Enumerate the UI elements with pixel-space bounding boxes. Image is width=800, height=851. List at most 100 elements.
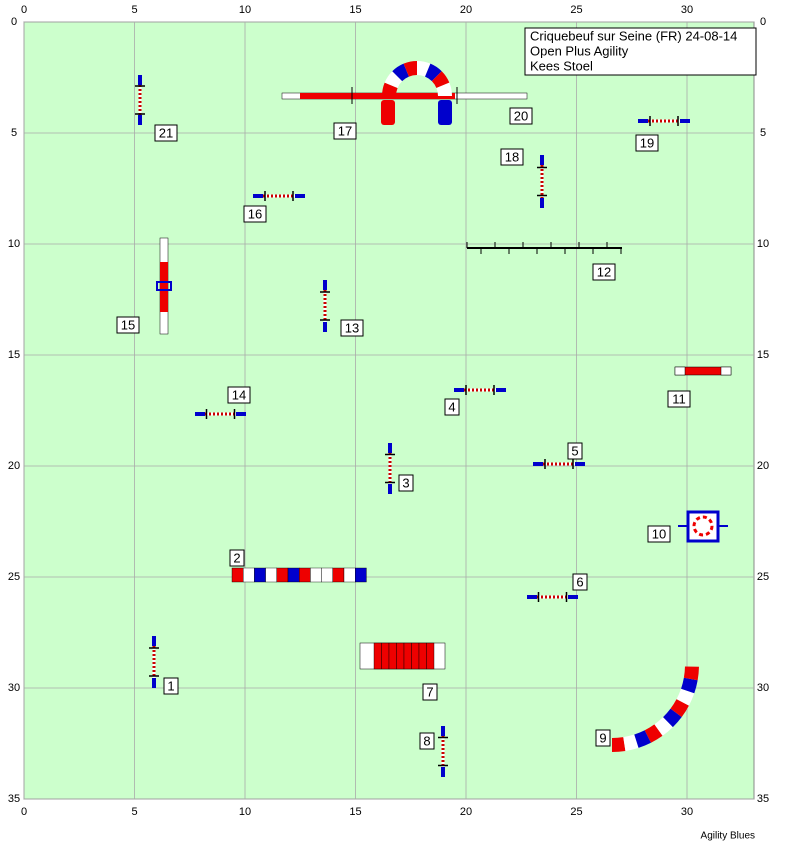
obstacle-number: 8 (423, 733, 430, 748)
obstacle-number: 18 (505, 149, 519, 164)
x-tick-label: 30 (681, 4, 693, 16)
y-tick-label: 20 (757, 460, 769, 472)
tunnel-leg (381, 100, 395, 125)
obstacle-number: 17 (338, 123, 352, 138)
tunnel-seg (683, 666, 699, 681)
obstacle-number: 13 (345, 320, 359, 335)
field (23, 21, 755, 800)
x-tick-label: 25 (570, 4, 582, 16)
tunnel-seg (384, 71, 403, 89)
obstacle-number: 21 (159, 125, 173, 140)
tunnel-seg (662, 708, 682, 728)
obstacle-number: 12 (597, 264, 611, 279)
number-box (340, 319, 364, 337)
obstacle-number: 7 (426, 684, 433, 699)
chute-seg (411, 642, 420, 670)
tunnel-seg (416, 61, 431, 77)
tunnel-seg (355, 567, 367, 583)
x-tick-label: 5 (131, 806, 137, 818)
y-tick-label: 35 (757, 793, 769, 805)
x-tick-label: 30 (681, 806, 693, 818)
tunnel-seg (287, 567, 300, 583)
number-box (163, 677, 179, 695)
number-box (243, 205, 267, 223)
tunnel-seg (681, 677, 698, 694)
plank (300, 93, 455, 99)
y-tick-label: 30 (757, 682, 769, 694)
number-box (154, 124, 178, 142)
tunnel-seg (403, 61, 418, 77)
header-line: Kees Stoel (530, 58, 593, 73)
obstacle-number: 10 (652, 526, 666, 541)
number-box (444, 398, 460, 416)
tunnel-seg (676, 688, 695, 706)
obstacle-number: 16 (248, 206, 262, 221)
obstacle-number: 19 (640, 135, 654, 150)
x-tick-label: 20 (460, 4, 472, 16)
obstacle-number: 2 (233, 550, 240, 565)
bar-end (720, 366, 732, 376)
number-box (509, 107, 533, 125)
tunnel-seg (321, 567, 334, 583)
number-box (635, 134, 659, 152)
number-box (422, 683, 438, 701)
tunnel-seg (332, 567, 345, 583)
tunnel-seg (424, 63, 442, 82)
y-tick-label: 25 (8, 571, 20, 583)
number-box (567, 442, 583, 460)
x-tick-label: 25 (570, 806, 582, 818)
obstacle-number: 1 (167, 678, 174, 693)
chute-seg (381, 642, 390, 670)
x-tick-label: 10 (239, 4, 251, 16)
x-tick-label: 20 (460, 806, 472, 818)
chute-seg (403, 642, 412, 670)
header-box (524, 27, 757, 76)
x-tick-label: 15 (349, 806, 361, 818)
y-tick-label: 20 (8, 460, 20, 472)
tunnel-seg (254, 567, 266, 583)
tunnel-seg (310, 567, 322, 583)
number-box (595, 729, 611, 747)
obstacle-number: 4 (448, 399, 455, 414)
obstacle-number: 3 (402, 475, 409, 490)
y-tick-label: 35 (8, 793, 20, 805)
number-box (572, 573, 588, 591)
chute-seg (426, 642, 435, 670)
tunnel-seg (431, 71, 450, 89)
obstacle-number: 20 (514, 108, 528, 123)
y-tick-label: 15 (8, 349, 20, 361)
tunnel-seg (392, 63, 410, 82)
number-box (419, 732, 435, 750)
tunnel-seg (670, 698, 689, 718)
tunnel-seg (276, 567, 289, 583)
tunnel-seg (382, 82, 398, 97)
header-line: Open Plus Agility (530, 43, 629, 58)
y-tick-label: 5 (11, 127, 17, 139)
number-box (333, 122, 357, 140)
tunnel-seg (623, 734, 639, 751)
chute-seg (396, 642, 405, 670)
number-box (592, 263, 616, 281)
y-tick-label: 10 (8, 238, 20, 250)
number-box (667, 390, 691, 408)
number-box (229, 549, 245, 567)
number-box (227, 386, 251, 404)
tunnel-seg (644, 724, 663, 743)
tunnel-seg (242, 567, 255, 583)
chute-seg (373, 642, 382, 670)
tunnel-seg (611, 737, 626, 752)
y-tick-label: 25 (757, 571, 769, 583)
tunnel-seg (634, 730, 652, 748)
dogwalk (160, 262, 168, 312)
tunnel-leg (438, 100, 452, 125)
obstacle-number: 9 (599, 730, 606, 745)
number-box (500, 148, 524, 166)
tire (692, 515, 714, 537)
obstacle-number: 15 (121, 317, 135, 332)
y-tick-label: 30 (8, 682, 20, 694)
tunnel-seg (343, 567, 356, 583)
x-tick-label: 0 (21, 806, 27, 818)
tunnel-seg (265, 567, 278, 583)
obstacle-number: 14 (232, 387, 246, 402)
